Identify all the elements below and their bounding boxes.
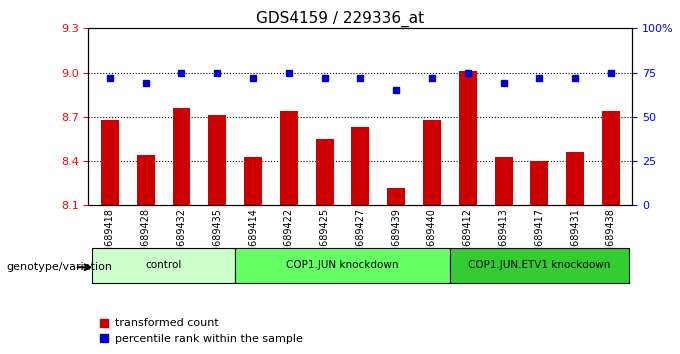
Bar <box>208 115 226 205</box>
Text: COP1.JUN.ETV1 knockdown: COP1.JUN.ETV1 knockdown <box>468 261 611 270</box>
Bar <box>137 155 154 205</box>
FancyBboxPatch shape <box>235 248 450 283</box>
Bar <box>423 120 441 205</box>
Legend: transformed count, percentile rank within the sample: transformed count, percentile rank withi… <box>94 314 307 348</box>
Bar <box>316 139 334 205</box>
Bar <box>352 127 369 205</box>
Bar <box>530 161 548 205</box>
Bar <box>602 111 620 205</box>
Bar <box>244 156 262 205</box>
Bar <box>280 111 298 205</box>
Text: genotype/variation: genotype/variation <box>7 262 113 272</box>
Bar <box>459 71 477 205</box>
Bar <box>101 120 119 205</box>
Text: control: control <box>146 261 182 270</box>
Bar <box>566 152 584 205</box>
Text: GDS4159 / 229336_at: GDS4159 / 229336_at <box>256 11 424 27</box>
FancyBboxPatch shape <box>450 248 629 283</box>
Text: COP1.JUN knockdown: COP1.JUN knockdown <box>286 261 398 270</box>
FancyBboxPatch shape <box>92 248 235 283</box>
Bar <box>173 108 190 205</box>
Bar <box>494 156 513 205</box>
Bar <box>387 188 405 205</box>
